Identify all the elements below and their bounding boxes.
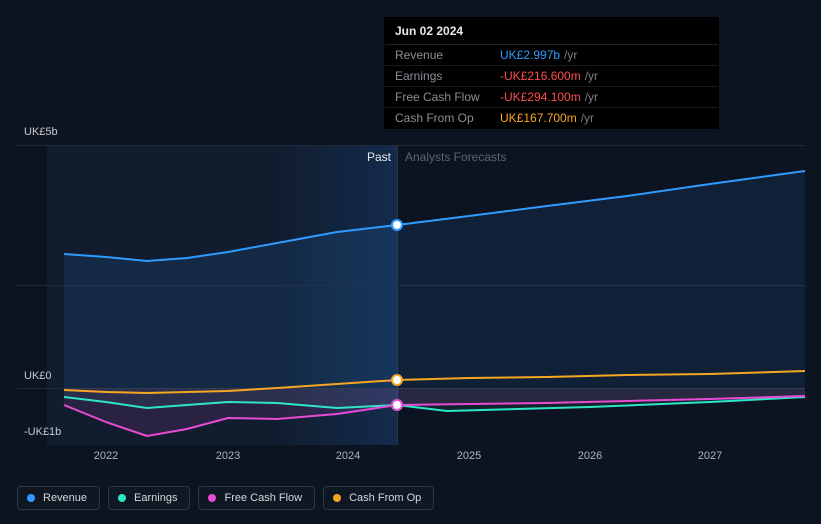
tooltip-row-value: UK£2.997b (500, 48, 560, 62)
legend-dot-icon (208, 494, 216, 502)
legend-item-free_cash_flow[interactable]: Free Cash Flow (198, 486, 315, 510)
tooltip-row-unit: /yr (585, 90, 598, 104)
tooltip-row-label: Revenue (395, 48, 500, 62)
legend-item-cash_from_op[interactable]: Cash From Op (323, 486, 434, 510)
hover-tooltip: Jun 02 2024RevenueUK£2.997b/yrEarnings-U… (384, 17, 719, 129)
tooltip-row-value: -UK£294.100m (500, 90, 581, 104)
x-tick: 2023 (216, 450, 240, 462)
tooltip-row: Free Cash Flow-UK£294.100m/yr (385, 87, 718, 108)
legend-label: Revenue (43, 492, 87, 504)
tooltip-row-label: Free Cash Flow (395, 90, 500, 104)
legend-dot-icon (27, 494, 35, 502)
x-axis-ticks: 2022 2023 2024 2025 2026 2027 (17, 450, 805, 470)
tooltip-row-label: Earnings (395, 69, 500, 83)
hover-marker-free_cash_flow (393, 401, 401, 409)
tooltip-row-unit: /yr (564, 48, 577, 62)
legend-dot-icon (333, 494, 341, 502)
x-tick: 2026 (578, 450, 602, 462)
series-fill-free_cash_flow (64, 388, 805, 436)
chart-legend: Revenue Earnings Free Cash Flow Cash From O… (17, 486, 434, 510)
x-tick: 2022 (94, 450, 118, 462)
tooltip-row: Cash From OpUK£167.700m/yr (385, 108, 718, 128)
legend-dot-icon (118, 494, 126, 502)
tooltip-row-unit: /yr (585, 69, 598, 83)
x-tick: 2027 (698, 450, 722, 462)
tooltip-row-unit: /yr (581, 111, 594, 125)
legend-label: Free Cash Flow (224, 492, 302, 504)
legend-label: Cash From Op (349, 492, 421, 504)
legend-item-earnings[interactable]: Earnings (108, 486, 190, 510)
tooltip-row-value: UK£167.700m (500, 111, 577, 125)
tooltip-row: Earnings-UK£216.600m/yr (385, 66, 718, 87)
series-fill-revenue (64, 171, 805, 388)
tooltip-row-label: Cash From Op (395, 111, 500, 125)
hover-marker-cash_from_op (393, 376, 401, 384)
hover-marker-revenue (393, 221, 401, 229)
x-tick: 2024 (336, 450, 360, 462)
x-tick: 2025 (457, 450, 481, 462)
legend-label: Earnings (134, 492, 177, 504)
tooltip-row: RevenueUK£2.997b/yr (385, 45, 718, 66)
legend-item-revenue[interactable]: Revenue (17, 486, 100, 510)
tooltip-title: Jun 02 2024 (385, 18, 718, 45)
tooltip-row-value: -UK£216.600m (500, 69, 581, 83)
